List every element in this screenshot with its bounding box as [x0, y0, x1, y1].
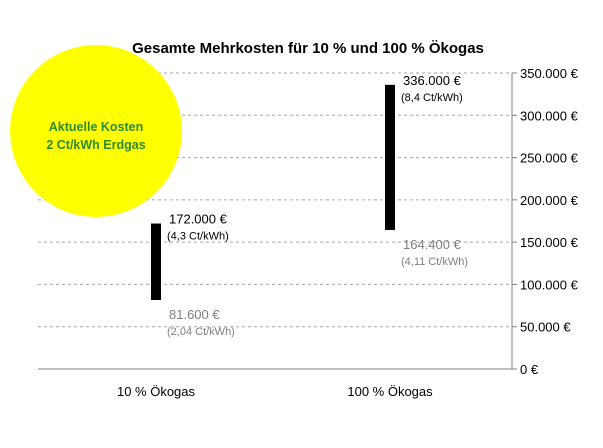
- data-labels: 172.000 € (4,3 Ct/kWh) 81.600 € (2,04 Ct/kW…: [167, 73, 468, 338]
- high-value-label: 336.000 €: [403, 73, 462, 88]
- high-cost-per-kwh-label: (4,3 Ct/kWh): [167, 231, 229, 243]
- annotation-bubble: Aktuelle Kosten 2 Ct/kWh Erdgas: [10, 45, 182, 217]
- y-tick-label: 50.000 €: [520, 320, 571, 335]
- range-bars: [151, 84, 395, 300]
- y-tick-label: 250.000 €: [520, 151, 579, 166]
- low-value-label: 81.600 €: [169, 307, 220, 322]
- x-category-label: 100 % Ökogas: [347, 384, 433, 399]
- y-tick-label: 200.000 €: [520, 193, 579, 208]
- y-tick-label: 150.000 €: [520, 235, 579, 250]
- y-tick-label: 100.000 €: [520, 277, 579, 292]
- y-tick-label: 350.000 €: [520, 66, 579, 81]
- low-cost-per-kwh-label: (2,04 Ct/kWh): [167, 326, 235, 338]
- range-bar: [385, 84, 395, 230]
- y-axis: 0 € 50.000 € 100.000 € 150.000 € 200.000 € 25…: [511, 66, 579, 377]
- y-tick-label: 300.000 €: [520, 108, 579, 123]
- high-value-label: 172.000 €: [169, 212, 228, 227]
- x-category-label: 10 % Ökogas: [117, 384, 196, 399]
- y-tick-label: 0 €: [520, 362, 539, 377]
- chart-title: Gesamte Mehrkosten für 10 % und 100 % Ök…: [132, 40, 484, 57]
- low-cost-per-kwh-label: (4,11 Ct/kWh): [401, 256, 468, 268]
- annotation-line: 2 Ct/kWh Erdgas: [46, 138, 145, 152]
- low-value-label: 164.400 €: [403, 237, 462, 252]
- annotation-circle: [10, 45, 182, 217]
- x-axis: 10 % Ökogas 100 % Ökogas: [38, 368, 512, 399]
- annotation-line: Aktuelle Kosten: [49, 120, 143, 134]
- high-cost-per-kwh-label: (8,4 Ct/kWh): [401, 92, 463, 104]
- range-bar: [151, 223, 161, 300]
